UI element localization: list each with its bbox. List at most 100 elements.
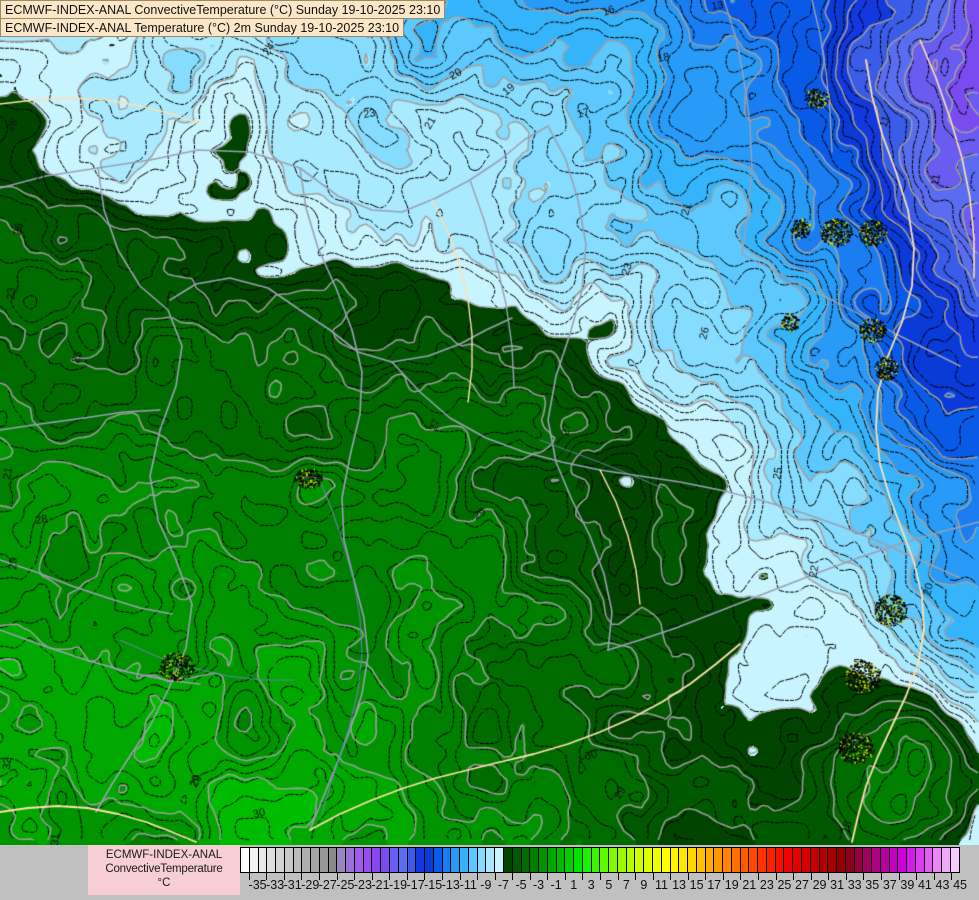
colorbar-swatch[interactable] — [503, 848, 513, 872]
colorbar-swatch[interactable] — [512, 848, 522, 872]
colorbar-swatch[interactable] — [363, 848, 373, 872]
colorbar-swatch[interactable] — [547, 848, 557, 872]
colorbar-swatch[interactable] — [880, 848, 890, 872]
colorbar-tick-label: -17 — [406, 878, 425, 892]
map-viewport[interactable] — [0, 0, 979, 845]
colorbar-swatches[interactable] — [240, 847, 960, 873]
colorbar-swatch[interactable] — [617, 848, 627, 872]
colorbar-swatch[interactable] — [915, 848, 925, 872]
colorbar-swatch[interactable] — [784, 848, 794, 872]
colorbar-swatch[interactable] — [854, 848, 864, 872]
colorbar-swatch[interactable] — [828, 848, 838, 872]
colorbar-swatch[interactable] — [740, 848, 750, 872]
colorbar-tick-label: -13 — [441, 878, 460, 892]
colorbar-swatch[interactable] — [845, 848, 855, 872]
colorbar-swatch[interactable] — [644, 848, 653, 872]
colorbar-swatch[interactable] — [837, 848, 846, 872]
colorbar-area[interactable]: -35 -33 -31 -29 -27 -25 -23 -21 -19 -17 -15 -13 -11-… — [240, 847, 967, 899]
colorbar-swatch[interactable] — [521, 848, 531, 872]
colorbar-swatch[interactable] — [907, 848, 916, 872]
colorbar-tick — [406, 873, 408, 880]
colorbar-swatch[interactable] — [731, 848, 741, 872]
colorbar-swatch[interactable] — [609, 848, 618, 872]
colorbar-swatch[interactable] — [311, 848, 320, 872]
colorbar-swatch[interactable] — [635, 848, 645, 872]
colorbar-swatch[interactable] — [924, 848, 934, 872]
colorbar-swatch[interactable] — [276, 848, 285, 872]
colorbar-tick — [389, 873, 391, 880]
colorbar-tick-label: -19 — [389, 878, 408, 892]
colorbar-tick-label: -15 — [424, 878, 443, 892]
colorbar-tick — [933, 873, 935, 880]
colorbar-tick — [775, 873, 777, 880]
colorbar-swatch[interactable] — [539, 848, 548, 872]
colorbar-swatch[interactable] — [354, 848, 364, 872]
colorbar-swatch[interactable] — [810, 848, 820, 872]
colorbar-swatch[interactable] — [793, 848, 802, 872]
colorbar-swatch[interactable] — [688, 848, 697, 872]
colorbar-tick-label: 11 — [654, 878, 668, 892]
colorbar-swatch[interactable] — [319, 848, 329, 872]
colorbar-swatch[interactable] — [652, 848, 662, 872]
colorbar-swatch[interactable] — [249, 848, 259, 872]
colorbar-swatch[interactable] — [381, 848, 391, 872]
colorbar-swatch[interactable] — [328, 848, 338, 872]
colorbar-swatch[interactable] — [696, 848, 706, 872]
colorbar-swatch[interactable] — [863, 848, 873, 872]
colorbar-swatch[interactable] — [407, 848, 417, 872]
colorbar-swatch[interactable] — [565, 848, 575, 872]
colorbar-swatch[interactable] — [468, 848, 478, 872]
colorbar-swatch[interactable] — [574, 848, 583, 872]
colorbar-swatch[interactable] — [951, 848, 959, 872]
colorbar-swatch[interactable] — [626, 848, 636, 872]
colorbar-swatch[interactable] — [258, 848, 268, 872]
colorbar-swatch[interactable] — [390, 848, 399, 872]
colorbar-swatch[interactable] — [766, 848, 776, 872]
colorbar-swatch[interactable] — [819, 848, 829, 872]
colorbar-swatch[interactable] — [714, 848, 724, 872]
colorbar-tick-label: 33 — [847, 878, 862, 892]
colorbar-swatch[interactable] — [530, 848, 540, 872]
colorbar-swatch[interactable] — [302, 848, 312, 872]
colorbar-swatch[interactable] — [460, 848, 469, 872]
colorbar-tick-label: 37 — [882, 878, 897, 892]
colorbar-swatch[interactable] — [442, 848, 452, 872]
colorbar-swatch[interactable] — [433, 848, 443, 872]
colorbar-swatch[interactable] — [346, 848, 355, 872]
colorbar-swatch[interactable] — [398, 848, 408, 872]
colorbar-swatch[interactable] — [802, 848, 811, 872]
colorbar-swatch[interactable] — [477, 848, 487, 872]
colorbar-swatch[interactable] — [591, 848, 601, 872]
colorbar-swatch[interactable] — [872, 848, 881, 872]
colorbar-swatch[interactable] — [495, 848, 504, 872]
colorbar-swatch[interactable] — [775, 848, 785, 872]
colorbar-tick — [617, 873, 619, 880]
colorbar-swatch[interactable] — [337, 848, 347, 872]
colorbar-swatch[interactable] — [661, 848, 671, 872]
colorbar-swatch[interactable] — [416, 848, 426, 872]
colorbar-swatch[interactable] — [600, 848, 610, 872]
colorbar-tick — [652, 873, 654, 880]
colorbar-swatch[interactable] — [241, 848, 250, 872]
colorbar-swatch[interactable] — [758, 848, 767, 872]
colorbar-swatch[interactable] — [284, 848, 294, 872]
colorbar-swatch[interactable] — [293, 848, 303, 872]
colorbar-swatch[interactable] — [898, 848, 908, 872]
colorbar-swatch[interactable] — [942, 848, 952, 872]
colorbar-swatch[interactable] — [679, 848, 689, 872]
colorbar-swatch[interactable] — [267, 848, 277, 872]
colorbar-swatch[interactable] — [486, 848, 496, 872]
colorbar-swatch[interactable] — [749, 848, 759, 872]
colorbar-swatch[interactable] — [723, 848, 732, 872]
colorbar-swatch[interactable] — [372, 848, 382, 872]
colorbar-swatch[interactable] — [670, 848, 680, 872]
colorbar-tick — [705, 873, 707, 880]
colorbar-swatch[interactable] — [705, 848, 715, 872]
colorbar-swatch[interactable] — [582, 848, 592, 872]
colorbar-swatch[interactable] — [451, 848, 461, 872]
colorbar-swatch[interactable] — [425, 848, 434, 872]
colorbar-swatch[interactable] — [933, 848, 943, 872]
weather-contour-map[interactable] — [0, 0, 979, 845]
colorbar-swatch[interactable] — [556, 848, 566, 872]
colorbar-swatch[interactable] — [889, 848, 899, 872]
